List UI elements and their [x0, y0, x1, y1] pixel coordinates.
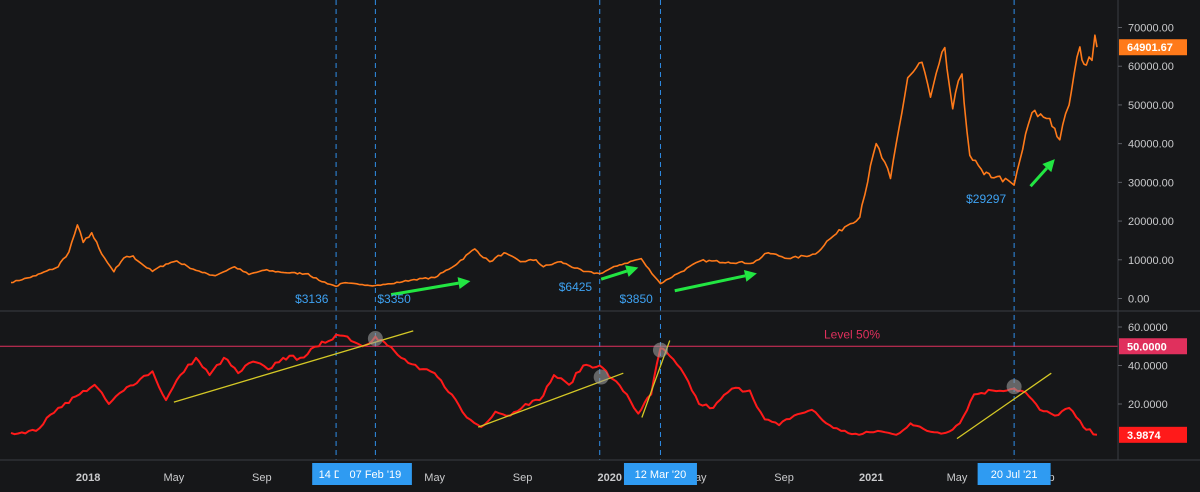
- level-50-label: Level 50%: [824, 327, 880, 341]
- indicator-axis-tick: 40.0000: [1128, 361, 1168, 373]
- price-axis-tick: 50000.00: [1128, 100, 1174, 112]
- trendline-touch-marker: [1006, 379, 1022, 395]
- price-annotation: $3350: [377, 292, 411, 306]
- trendline-touch-marker: [652, 342, 668, 358]
- price-annotation: $3850: [619, 292, 653, 306]
- indicator-line: [10, 333, 1098, 436]
- time-axis-tick: 2020: [597, 472, 621, 484]
- date-box-label: 20 Jul '21: [991, 469, 1038, 481]
- date-box-label: 12 Mar '20: [635, 469, 687, 481]
- time-axis-tick: Sep: [252, 472, 272, 484]
- date-box-bg: [977, 463, 1051, 485]
- trendline-touch-marker: [367, 331, 383, 347]
- price-last-value-badge-bg: [1119, 39, 1187, 56]
- price-annotation: $29297: [966, 192, 1006, 206]
- level-value-badge: 50.0000: [1127, 341, 1167, 353]
- time-axis-tick: May: [164, 472, 185, 484]
- green-arrows: [390, 159, 1055, 297]
- time-axis-tick: 2018: [76, 472, 100, 484]
- time-axis-tick: May: [947, 472, 968, 484]
- price-axis-tick: 30000.00: [1128, 177, 1174, 189]
- price-line: [10, 34, 1098, 288]
- price-annotations: $3136 $3350 $6425 $3850 $29297: [295, 192, 1006, 306]
- green-arrow-shaft: [390, 281, 459, 297]
- green-arrow-shaft: [600, 269, 628, 281]
- date-box-bg: [623, 463, 697, 485]
- price-axis-tick: 40000.00: [1128, 139, 1174, 151]
- date-box-bg: [338, 463, 412, 485]
- green-arrow-shaft: [674, 274, 746, 293]
- price-axis-tick: 10000.00: [1128, 255, 1174, 267]
- price-annotation: $6425: [559, 280, 593, 294]
- indicator-series: Level 50%: [0, 327, 1118, 436]
- trendline-touch-markers: [367, 331, 1022, 395]
- time-axis-tick: Sep: [513, 472, 533, 484]
- price-axis-tick: 70000.00: [1128, 23, 1174, 35]
- indicator-axis-tick: 20.0000: [1128, 399, 1168, 411]
- price-axis-tick: 20000.00: [1128, 216, 1174, 228]
- level-value-badge-bg: [1119, 338, 1187, 355]
- indicator-axis-tick: 60.0000: [1128, 322, 1168, 334]
- time-axis-tick: Sep: [774, 472, 794, 484]
- vertical-date-lines: [335, 0, 1015, 460]
- price-annotation: $3136: [295, 292, 329, 306]
- indicator-last-value-badge: 3.9874: [1127, 430, 1162, 442]
- green-arrow-shaft: [1029, 167, 1048, 188]
- price-last-value-badge: 64901.67: [1127, 42, 1173, 54]
- green-arrow-head: [1042, 159, 1055, 173]
- green-arrow-head: [625, 265, 639, 277]
- green-arrow-head: [457, 277, 471, 290]
- time-axis-tick: May: [424, 472, 445, 484]
- price-axis-tick: 60000.00: [1128, 61, 1174, 73]
- date-box-label: 07 Feb '19: [350, 469, 402, 481]
- trendline: [956, 372, 1052, 440]
- green-arrow-head: [743, 269, 757, 282]
- time-axis-tick: 2021: [859, 472, 883, 484]
- indicator-last-value-badge-bg: [1119, 426, 1187, 443]
- trendline-touch-marker: [593, 369, 609, 385]
- price-series: [10, 34, 1098, 288]
- price-axis-tick: 0.00: [1128, 294, 1149, 306]
